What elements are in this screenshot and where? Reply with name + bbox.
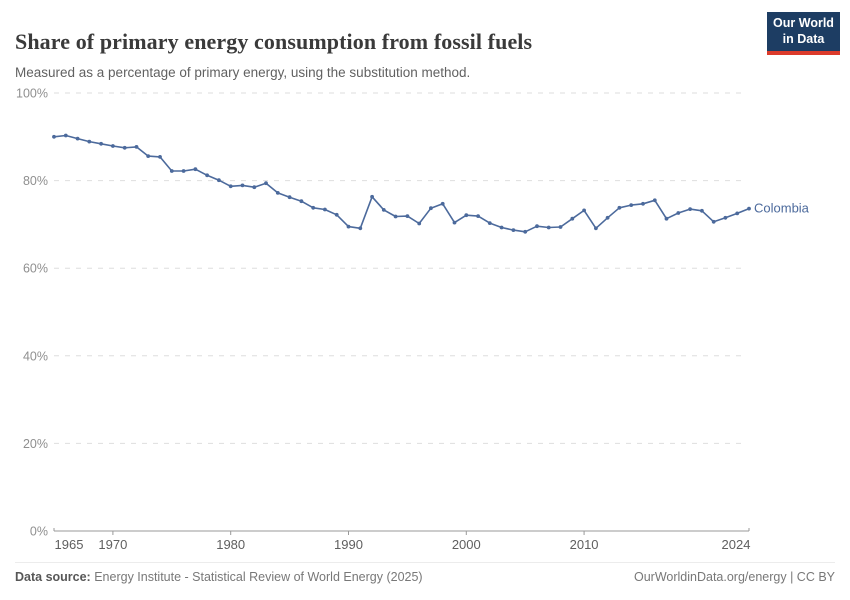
data-point	[158, 155, 162, 159]
y-axis-tick-label: 60%	[23, 262, 48, 276]
x-axis-tick-label: 1965	[55, 537, 84, 552]
owid-logo-line2: in Data	[782, 31, 825, 46]
data-point	[464, 213, 469, 218]
data-point	[228, 184, 233, 189]
data-point	[535, 224, 539, 229]
x-axis-tick-label: 2010	[570, 537, 599, 552]
data-point	[52, 134, 56, 139]
data-point	[111, 144, 115, 148]
data-point	[735, 211, 740, 216]
chart-subtitle: Measured as a percentage of primary ener…	[15, 64, 471, 80]
data-point	[311, 205, 316, 210]
data-point	[570, 216, 575, 221]
data-point	[429, 206, 433, 211]
data-point	[193, 167, 198, 172]
data-point	[405, 214, 410, 219]
data-point	[723, 215, 728, 220]
data-point	[700, 208, 704, 213]
data-point	[87, 139, 92, 144]
data-point	[523, 229, 528, 234]
data-point	[63, 133, 68, 138]
data-point	[334, 212, 339, 217]
data-point	[652, 198, 657, 203]
data-source-value: Energy Institute - Statistical Review of…	[90, 570, 423, 584]
x-axis-tick-label: 1980	[216, 537, 245, 552]
y-axis-tick-label: 40%	[23, 349, 48, 363]
data-point	[641, 201, 645, 206]
data-point	[676, 211, 681, 215]
page-title: Share of primary energy consumption from…	[15, 28, 533, 54]
credit-line: OurWorldinData.org/energy | CC BY	[633, 570, 835, 584]
series-label: Colombia	[754, 201, 810, 216]
data-point	[487, 221, 492, 226]
data-point	[99, 141, 103, 146]
data-point	[181, 169, 186, 173]
y-axis-tick-label: 0%	[30, 525, 48, 539]
x-axis-tick-label: 1970	[98, 537, 127, 552]
data-point	[546, 225, 551, 230]
data-point	[476, 214, 480, 219]
data-source-label: Data source:	[15, 570, 91, 584]
data-point	[358, 226, 363, 231]
x-axis-tick-label: 1990	[334, 537, 363, 552]
data-point	[381, 208, 386, 212]
data-point	[122, 145, 127, 150]
data-point	[370, 194, 374, 199]
data-point	[146, 154, 151, 159]
data-point	[205, 173, 210, 178]
data-point	[299, 199, 304, 204]
data-point	[287, 195, 292, 200]
owid-logo: Our World in Data	[767, 12, 840, 55]
y-axis-tick-label: 20%	[23, 437, 48, 451]
data-point	[323, 207, 327, 212]
data-point	[75, 136, 80, 141]
x-axis-tick-label: 2024	[722, 537, 751, 552]
data-point	[134, 145, 139, 149]
data-point	[747, 206, 751, 211]
data-point	[275, 191, 280, 195]
data-point	[240, 183, 245, 188]
data-source: Data source: Energy Institute - Statisti…	[15, 570, 423, 584]
owid-logo-line1: Our World	[773, 15, 834, 30]
data-point	[452, 220, 457, 225]
data-point	[629, 203, 634, 208]
data-point	[605, 215, 610, 220]
y-axis-tick-label: 100%	[16, 87, 48, 101]
data-point	[264, 181, 268, 186]
data-point	[169, 169, 174, 173]
data-point	[511, 228, 516, 233]
data-point	[582, 208, 586, 213]
series-line	[53, 134, 750, 233]
data-point	[393, 214, 398, 219]
data-point	[688, 207, 692, 212]
data-point	[499, 225, 504, 230]
data-point	[558, 225, 563, 229]
data-point	[617, 205, 622, 210]
data-point	[594, 226, 598, 231]
data-point	[664, 216, 669, 221]
data-point	[417, 221, 422, 226]
chart-footer: Data source: Energy Institute - Statisti…	[15, 562, 835, 584]
data-point	[440, 201, 445, 206]
x-axis-tick-label: 2000	[452, 537, 481, 552]
data-point	[217, 178, 221, 183]
data-point	[252, 185, 257, 190]
y-axis-tick-label: 80%	[23, 174, 48, 188]
data-point	[711, 219, 716, 224]
data-point	[346, 224, 351, 229]
